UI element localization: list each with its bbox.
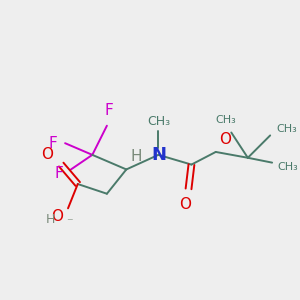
Text: CH₃: CH₃: [215, 115, 236, 125]
Text: CH₃: CH₃: [276, 124, 297, 134]
Text: F: F: [49, 136, 57, 151]
Text: O: O: [41, 147, 53, 162]
Text: H: H: [130, 148, 142, 164]
Text: H: H: [46, 214, 56, 226]
Text: ⁻: ⁻: [66, 216, 73, 230]
Text: O: O: [180, 196, 192, 211]
Text: CH₃: CH₃: [277, 161, 298, 172]
Text: N: N: [151, 146, 166, 164]
Text: O: O: [51, 208, 63, 224]
Text: O: O: [219, 132, 231, 147]
Text: CH₃: CH₃: [147, 115, 170, 128]
Text: F: F: [54, 166, 63, 181]
Text: F: F: [104, 103, 113, 118]
